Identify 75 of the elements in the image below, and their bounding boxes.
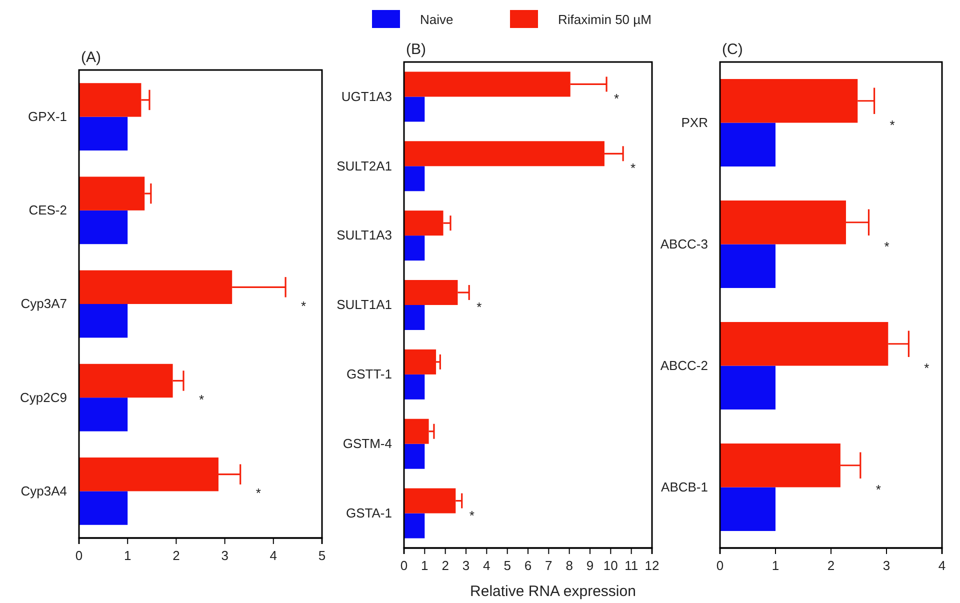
bar xyxy=(79,304,128,338)
annotation: * xyxy=(924,360,930,376)
bar xyxy=(720,366,776,410)
annotation: * xyxy=(198,392,204,408)
x-tick-label: 8 xyxy=(566,558,573,573)
annotation: * xyxy=(256,486,261,501)
x-tick-label: 3 xyxy=(882,558,890,573)
y-tick-label: ABCB-1 xyxy=(661,479,708,494)
bar xyxy=(404,444,425,469)
y-tick-label: GSTT-1 xyxy=(346,366,392,382)
annotation: * xyxy=(301,298,306,314)
bar xyxy=(404,236,425,261)
bar xyxy=(404,96,425,122)
x-tick-label: 2 xyxy=(172,548,180,563)
x-tick-label: 6 xyxy=(524,558,532,573)
x-tick-label: 2 xyxy=(827,558,835,573)
bar xyxy=(720,487,776,531)
y-tick-label: Cyp3A7 xyxy=(20,296,67,312)
y-tick-label: PXR xyxy=(681,114,708,130)
y-tick-label: Cyp3A4 xyxy=(20,483,67,498)
bar xyxy=(404,166,425,192)
x-tick-label: 10 xyxy=(603,558,618,573)
bar xyxy=(404,418,429,444)
y-tick-label: CES-2 xyxy=(28,202,67,218)
y-tick-label: Cyp2C9 xyxy=(20,390,67,405)
x-tick-label: 0 xyxy=(75,548,83,563)
x-tick-label: 1 xyxy=(772,558,780,573)
y-tick-label: GPX-1 xyxy=(28,108,67,124)
x-tick-label: 11 xyxy=(624,558,638,573)
y-tick-label: ABCC-2 xyxy=(660,358,708,373)
x-tick-label: 7 xyxy=(545,558,552,573)
y-tick-label: SULT2A1 xyxy=(336,158,392,174)
bar xyxy=(404,513,425,538)
bar xyxy=(720,244,776,288)
y-tick-label: UGT1A3 xyxy=(341,88,392,104)
x-tick-label: 4 xyxy=(270,548,278,563)
bar xyxy=(79,398,128,432)
bar xyxy=(404,305,425,330)
x-tick-label: 4 xyxy=(938,558,946,573)
x-tick-label: 0 xyxy=(716,558,724,573)
chart-title: (C) xyxy=(722,41,743,58)
annotation: * xyxy=(476,300,482,314)
x-axis-title: Relative RNA expression xyxy=(470,583,636,600)
annotation: * xyxy=(876,482,881,497)
y-tick-label: ABCC-3 xyxy=(660,236,708,252)
y-tick-label: SULT1A3 xyxy=(336,228,392,243)
annotation: * xyxy=(884,238,890,254)
x-tick-label: 3 xyxy=(462,558,470,573)
x-tick-label: 5 xyxy=(504,558,511,573)
bar xyxy=(720,122,776,166)
legend-label: Naive xyxy=(420,12,454,27)
annotation: * xyxy=(469,508,474,523)
x-tick-label: 1 xyxy=(421,558,428,573)
legend-label: Rifaximin 50 µM xyxy=(558,12,652,27)
annotation: * xyxy=(890,117,895,132)
x-tick-label: 4 xyxy=(483,558,490,573)
bar xyxy=(404,374,425,400)
bar xyxy=(404,349,436,374)
y-tick-label: GSTA-1 xyxy=(346,505,392,520)
x-tick-label: 0 xyxy=(400,558,408,573)
x-tick-label: 12 xyxy=(644,558,660,573)
annotation: * xyxy=(630,160,636,176)
bar xyxy=(79,116,128,150)
annotation: * xyxy=(614,91,620,106)
x-tick-label: 5 xyxy=(318,548,326,563)
bar xyxy=(79,210,128,244)
x-tick-label: 9 xyxy=(586,558,594,573)
y-tick-label: GSTM-4 xyxy=(342,436,392,452)
y-tick-label: SULT1A1 xyxy=(336,297,392,312)
x-tick-label: 3 xyxy=(221,548,228,563)
x-tick-label: 1 xyxy=(124,548,132,563)
chart-title: (B) xyxy=(406,41,426,58)
x-tick-label: 2 xyxy=(442,558,449,573)
chart-title: (A) xyxy=(81,49,101,66)
bar xyxy=(79,491,128,525)
